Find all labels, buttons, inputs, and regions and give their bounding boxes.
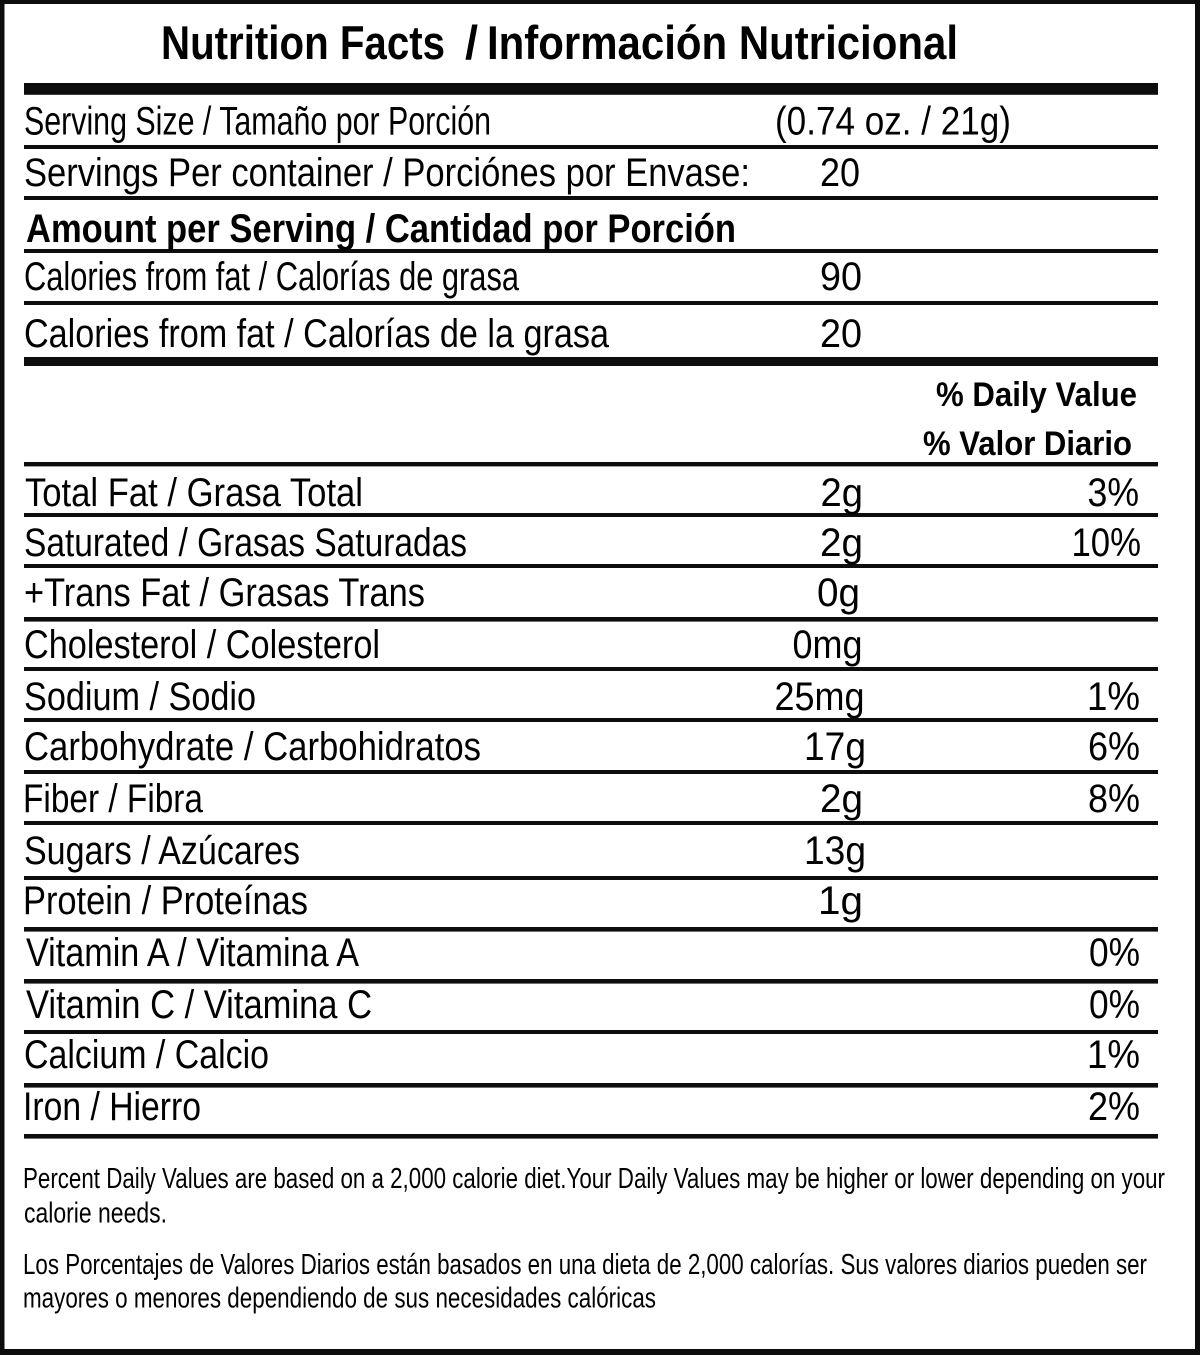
svg-text:Sugars / Azúcares: Sugars / Azúcares <box>24 829 300 873</box>
svg-text:Calories from fat / Calorías d: Calories from fat / Calorías de la grasa <box>24 312 610 356</box>
svg-text:20: 20 <box>820 312 862 356</box>
svg-text:2%: 2% <box>1088 1085 1140 1129</box>
svg-text:2g: 2g <box>820 777 863 821</box>
svg-text:Percent Daily Values are based: Percent Daily Values are based on a 2,00… <box>23 1163 1165 1195</box>
svg-text:mayores o menores dependiendo: mayores o menores dependiendo de sus nec… <box>23 1283 656 1315</box>
svg-text:2g: 2g <box>821 471 864 515</box>
svg-text:2g: 2g <box>820 521 863 565</box>
svg-text:Fiber / Fibra: Fiber / Fibra <box>23 777 204 821</box>
svg-text:0mg: 0mg <box>793 623 863 667</box>
svg-text:8%: 8% <box>1088 777 1140 821</box>
svg-text:Vitamin C / Vitamina C: Vitamin C / Vitamina C <box>26 983 372 1027</box>
svg-text:Serving Size / Tamaño por Porc: Serving Size / Tamaño por Porción <box>24 100 491 144</box>
svg-text:Cholesterol / Colesterol: Cholesterol / Colesterol <box>24 623 380 667</box>
svg-text:/: / <box>465 16 478 69</box>
svg-text:90: 90 <box>820 255 862 299</box>
svg-text:% Valor Diario: % Valor Diario <box>923 425 1132 463</box>
svg-text:Protein / Proteínas: Protein / Proteínas <box>23 879 308 923</box>
svg-text:Saturated / Grasas Saturadas: Saturated / Grasas Saturadas <box>24 521 467 565</box>
svg-text:Calories from fat / Calorías d: Calories from fat / Calorías de grasa <box>24 255 520 299</box>
svg-text:Calcium / Calcio: Calcium / Calcio <box>24 1033 269 1077</box>
svg-text:+Trans Fat / Grasas Trans: +Trans Fat / Grasas Trans <box>24 571 425 615</box>
svg-text:% Daily Value: % Daily Value <box>936 376 1137 414</box>
svg-text:1g: 1g <box>818 879 863 923</box>
svg-text:1%: 1% <box>1087 675 1140 719</box>
svg-text:Nutrition Facts: Nutrition Facts <box>161 16 445 69</box>
svg-text:(0.74 oz. / 21g): (0.74 oz. / 21g) <box>775 100 1011 144</box>
svg-text:10%: 10% <box>1072 521 1142 565</box>
svg-text:Total Fat / Grasa Total: Total Fat / Grasa Total <box>25 471 363 515</box>
svg-text:25mg: 25mg <box>775 675 865 719</box>
svg-text:Vitamin A / Vitamina A: Vitamin A / Vitamina A <box>26 931 359 975</box>
svg-text:Información Nutricional: Información Nutricional <box>487 16 958 69</box>
svg-text:0%: 0% <box>1089 983 1140 1027</box>
svg-text:0%: 0% <box>1089 931 1140 975</box>
svg-text:Servings Per container / Porci: Servings Per container / Porciónes por E… <box>24 151 750 195</box>
svg-text:Amount per Serving / Cantidad: Amount per Serving / Cantidad por Porció… <box>26 207 736 251</box>
svg-text:6%: 6% <box>1088 725 1140 769</box>
svg-text:Sodium / Sodio: Sodium / Sodio <box>24 675 256 719</box>
svg-text:20: 20 <box>820 151 860 195</box>
svg-text:3%: 3% <box>1088 471 1140 515</box>
svg-text:Iron / Hierro: Iron / Hierro <box>23 1085 201 1129</box>
svg-text:Los Porcentajes de Valores Dia: Los Porcentajes de Valores Diarios están… <box>23 1249 1147 1281</box>
svg-text:13g: 13g <box>804 829 866 873</box>
svg-text:Carbohydrate / Carbohidratos: Carbohydrate / Carbohidratos <box>24 725 481 769</box>
svg-text:1%: 1% <box>1087 1033 1140 1077</box>
svg-text:calorie needs.: calorie needs. <box>24 1198 167 1230</box>
svg-text:17g: 17g <box>804 725 866 769</box>
svg-text:0g: 0g <box>817 571 860 615</box>
